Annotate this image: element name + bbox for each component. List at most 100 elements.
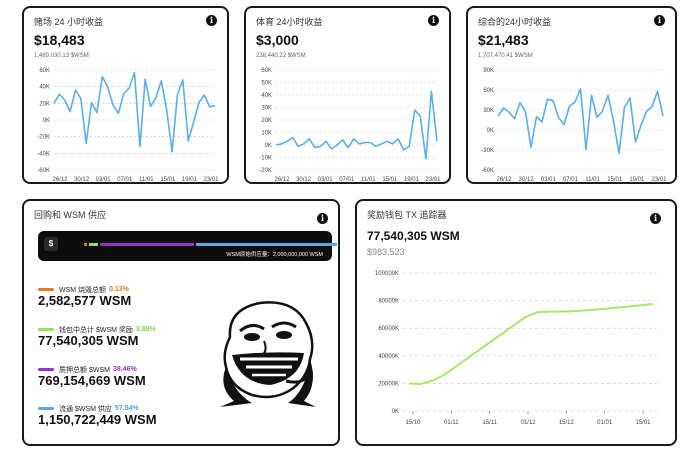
burned-pct: 0.13% bbox=[109, 286, 129, 294]
casino-revenue-card: 赌场 24 小时收益 i $18,483 1,489,030.13 $WSM 6… bbox=[22, 6, 229, 184]
y-tick-label: 30K bbox=[483, 108, 494, 114]
revenue-line bbox=[497, 87, 664, 155]
x-tick-label: 15/12 bbox=[559, 420, 575, 426]
reward-line bbox=[408, 303, 654, 386]
x-tick-label: 23/01 bbox=[425, 177, 441, 183]
y-tick-label: -40K bbox=[37, 151, 50, 157]
x-tick-label: 19/01 bbox=[182, 177, 198, 183]
revenue-wsm: 1,707,470.41 $WSM bbox=[478, 53, 533, 59]
revenue-line bbox=[275, 90, 438, 160]
y-tick-label: 40K bbox=[39, 85, 50, 91]
x-tick-label: 15/01 bbox=[635, 420, 651, 426]
buyback-supply-card: 回购和 WSM 供应 i $ WSM原始供应量：2,000,000,000 WS… bbox=[22, 199, 340, 446]
x-tick-label: 30/12 bbox=[74, 177, 90, 183]
y-tick-label: -60K bbox=[37, 168, 50, 174]
card-title: 回购和 WSM 供应 bbox=[34, 210, 106, 220]
x-tick-label: 01/12 bbox=[520, 420, 536, 426]
x-tick-label: 15/01 bbox=[160, 177, 176, 183]
y-tick-label: 0K bbox=[392, 409, 399, 415]
circulating-value: 1,150,722,449 WSM bbox=[38, 412, 157, 427]
troll-face-mascot bbox=[220, 301, 316, 407]
x-tick-label: 19/01 bbox=[629, 177, 645, 183]
supply-segment bbox=[100, 243, 195, 246]
rewards-pct: 3.88% bbox=[135, 326, 156, 334]
sports-revenue-card: 体育 24小时收益 i $3,000 238,440.22 $WSM 60K 50… bbox=[244, 6, 451, 184]
x-tick-label: 11/01 bbox=[139, 177, 154, 183]
info-icon[interactable]: i bbox=[428, 15, 439, 26]
rewards-swatch bbox=[38, 328, 54, 332]
reward-usd: $983,523 bbox=[367, 247, 405, 257]
card-title: 奖励钱包 TX 追踪器 bbox=[367, 210, 447, 220]
x-tick-label: 30/12 bbox=[519, 177, 535, 183]
staked-label: 质押总额 $WSM bbox=[59, 366, 110, 374]
supply-segment bbox=[84, 243, 87, 246]
y-tick-label: 60K bbox=[483, 88, 494, 94]
x-tick-label: 07/01 bbox=[339, 177, 355, 183]
reward-tracker-card: 奖励钱包 TX 追踪器 i 77,540,305 WSM $983,523 10… bbox=[355, 199, 677, 446]
info-icon[interactable]: i bbox=[650, 213, 661, 224]
revenue-value: $18,483 bbox=[34, 32, 85, 48]
y-tick-label: 20000K bbox=[378, 381, 399, 387]
y-tick-label: 30K bbox=[261, 106, 272, 112]
y-tick-label: 0K bbox=[43, 118, 50, 124]
x-tick-label: 15/10 bbox=[405, 420, 421, 426]
info-icon[interactable]: i bbox=[654, 15, 665, 26]
x-tick-label: 07/01 bbox=[563, 177, 579, 183]
combined-revenue-card: 综合的24小时收益 i $21,483 1,707,470.41 $WSM 90… bbox=[466, 6, 677, 184]
supply-segments bbox=[84, 243, 337, 246]
x-tick-label: 15/01 bbox=[607, 177, 623, 183]
x-tick-label: 23/01 bbox=[651, 177, 667, 183]
card-title: 赌场 24 小时收益 bbox=[34, 17, 104, 27]
legend-rewards: 钱包中总计 $WSM 奖励 3.88% 77,540,305 WSM bbox=[38, 321, 156, 348]
staked-swatch bbox=[38, 368, 54, 372]
burned-value: 2,582,577 WSM bbox=[38, 293, 132, 308]
x-tick-label: 11/01 bbox=[585, 177, 600, 183]
x-tick-label: 01/11 bbox=[444, 420, 459, 426]
x-tick-label: 15/01 bbox=[382, 177, 398, 183]
staked-pct: 38.46% bbox=[112, 366, 137, 374]
legend-circulating: 流通 $WSM 供应 57.54% 1,150,722,449 WSM bbox=[38, 400, 157, 427]
y-tick-label: 60K bbox=[261, 68, 272, 74]
y-tick-label: -10K bbox=[259, 156, 272, 162]
x-tick-label: 11/01 bbox=[361, 177, 376, 183]
original-supply-label: WSM原始供应量：2,000,000,000 WSM bbox=[226, 252, 323, 258]
staked-value: 769,154,669 WSM bbox=[38, 373, 146, 388]
x-tick-label: 03/01 bbox=[541, 177, 557, 183]
y-tick-label: 0K bbox=[265, 143, 272, 149]
circulating-swatch bbox=[38, 407, 54, 411]
y-tick-label: 40000K bbox=[378, 354, 399, 360]
money-bag-icon: $ bbox=[44, 237, 58, 251]
circulating-label: 流通 $WSM 供应 bbox=[59, 405, 112, 413]
revenue-line bbox=[53, 71, 216, 153]
y-tick-label: -20K bbox=[259, 168, 272, 174]
supply-segment bbox=[89, 243, 99, 246]
y-tick-label: 60000K bbox=[378, 326, 399, 332]
burned-label: WSM 烧毁总额 bbox=[59, 286, 107, 294]
y-tick-label: 60K bbox=[39, 68, 50, 74]
y-tick-label: -60K bbox=[481, 168, 494, 174]
y-tick-label: 90K bbox=[483, 68, 494, 74]
x-tick-label: 30/12 bbox=[296, 177, 312, 183]
x-tick-label: 07/01 bbox=[117, 177, 133, 183]
y-tick-label: 20K bbox=[39, 101, 50, 107]
rewards-value: 77,540,305 WSM bbox=[38, 333, 139, 348]
supply-bar: $ WSM原始供应量：2,000,000,000 WSM bbox=[38, 231, 337, 261]
y-tick-label: 40K bbox=[261, 93, 272, 99]
y-tick-label: 10K bbox=[261, 131, 272, 137]
legend-staked: 质押总额 $WSM 38.46% 769,154,669 WSM bbox=[38, 361, 146, 388]
y-tick-label: 100000K bbox=[375, 271, 399, 277]
reward-value: 77,540,305 WSM bbox=[367, 229, 460, 243]
x-tick-label: 26/12 bbox=[52, 177, 68, 183]
x-tick-label: 23/01 bbox=[203, 177, 219, 183]
rewards-label: 钱包中总计 $WSM 奖励 bbox=[59, 326, 133, 334]
card-title: 体育 24小时收益 bbox=[256, 17, 323, 27]
info-icon[interactable]: i bbox=[206, 15, 217, 26]
y-tick-label: 50K bbox=[261, 81, 272, 87]
info-icon[interactable]: i bbox=[317, 213, 328, 224]
legend-burned: WSM 烧毁总额 0.13% 2,582,577 WSM bbox=[38, 281, 131, 308]
burned-swatch bbox=[38, 288, 54, 292]
x-tick-label: 15/11 bbox=[482, 420, 497, 426]
y-tick-label: 20K bbox=[261, 118, 272, 124]
revenue-wsm: 238,440.22 $WSM bbox=[256, 53, 306, 59]
